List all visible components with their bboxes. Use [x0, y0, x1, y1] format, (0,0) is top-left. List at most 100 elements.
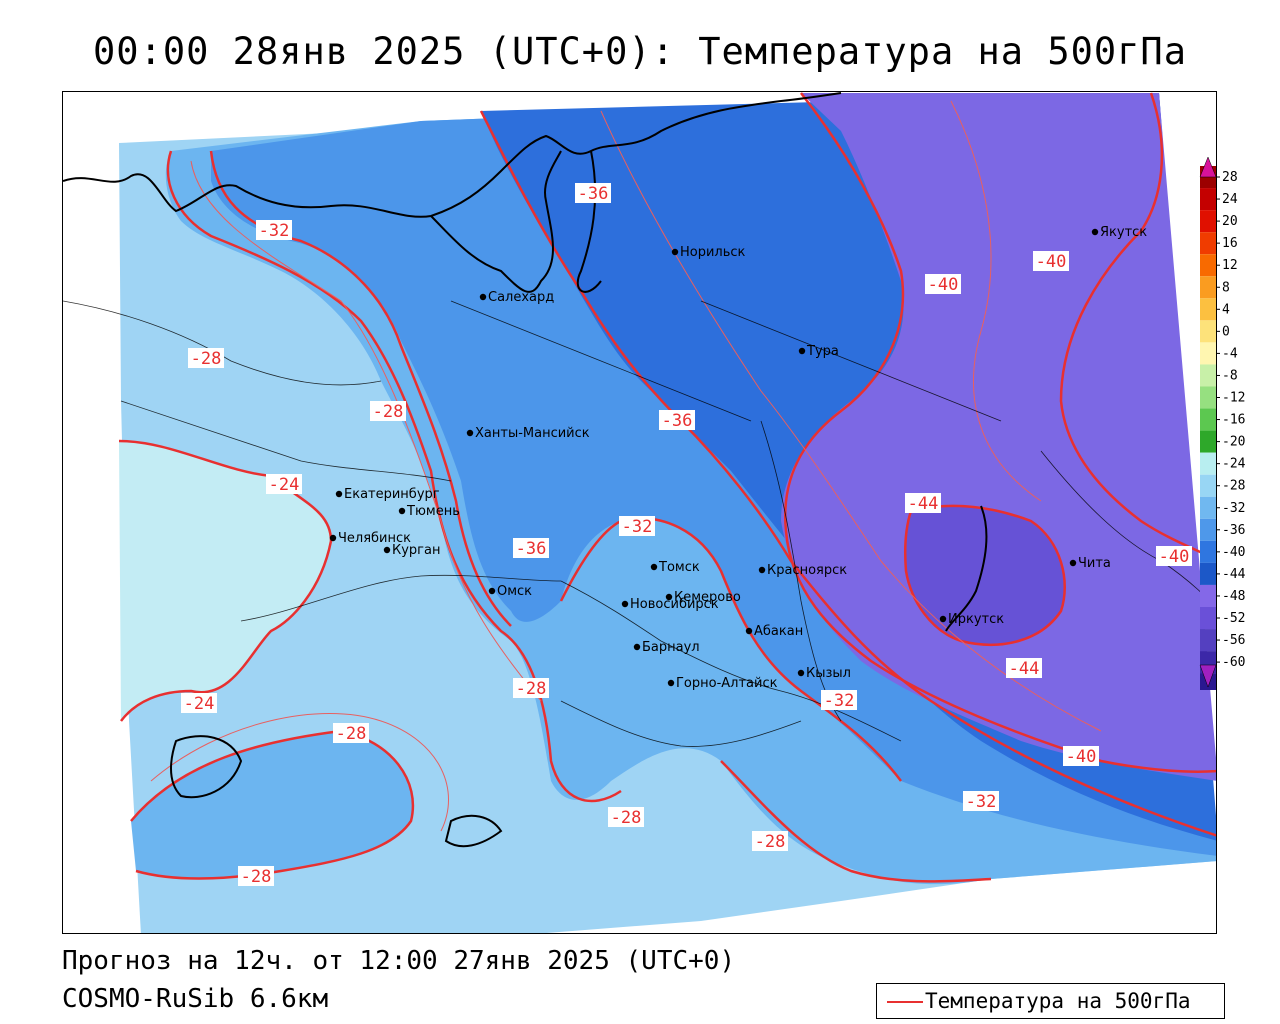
- isotherm-label: -28: [611, 808, 642, 828]
- colorbar-cell: [1200, 276, 1216, 299]
- city-label: Тюмень: [406, 504, 460, 519]
- city-marker: [479, 293, 487, 301]
- colorbar-tick-label: -36: [1222, 523, 1245, 538]
- colorbar-cell: [1200, 540, 1216, 563]
- colorbar-cells: [1200, 166, 1216, 690]
- isotherm-label: -24: [269, 475, 300, 495]
- city-label: Челябинск: [338, 531, 411, 546]
- isotherm-label-bg: [925, 274, 961, 294]
- city-label: Новосибирск: [630, 597, 719, 612]
- city-marker: [488, 587, 496, 595]
- city-label: Екатеринбург: [344, 487, 440, 502]
- isotherm-label: -44: [1009, 659, 1040, 679]
- isotherm-label-bg: [752, 831, 788, 851]
- isotherm-label-bg: [619, 516, 655, 536]
- colorbar-cell: [1200, 298, 1216, 321]
- zone-minus44: [905, 505, 1065, 645]
- isotherm-label: -36: [662, 411, 693, 431]
- colorbar-tick-label: 16: [1222, 236, 1238, 251]
- isotherm-label-bg: [181, 693, 217, 713]
- temperature-map: -32 -36 -28 -28 -24 -36 -36 -32 -40 -40 -44 -44 -40 -…: [63, 92, 1216, 933]
- model-info: COSMO-RuSib 6.6км: [62, 984, 329, 1014]
- cities: Норильск Салехард Тура Якутск Ханты-Мансийск…: [329, 225, 1147, 691]
- colorbar-tick-labels: 28 24 20 16 12 8 4 0 -4 -8 -12 -16 -20 -24 -28 -32 -36 -4…: [1216, 170, 1246, 670]
- colorbar-cell: [1200, 562, 1216, 585]
- colorbar-cell: [1200, 408, 1216, 431]
- admin-borders: [63, 300, 1216, 747]
- city-label: Якутск: [1100, 225, 1147, 240]
- isotherm-labels: -32 -36 -28 -28 -24 -36 -36 -32 -40 -40 -44 -44 -40 -…: [181, 183, 1192, 887]
- colorbar-tick-label: -40: [1222, 545, 1245, 560]
- isotherm-label-bg: [608, 807, 644, 827]
- isotherm-label-bg: [905, 493, 941, 513]
- city-label: Иркутск: [948, 612, 1004, 627]
- isotherm-label-bg: [1063, 746, 1099, 766]
- isotherm-label: -28: [241, 867, 272, 887]
- colorbar-cell: [1200, 607, 1216, 630]
- city-label: Чита: [1078, 556, 1111, 571]
- city-marker: [1091, 228, 1099, 236]
- city-label: Ханты-Мансийск: [475, 426, 590, 441]
- isotherm-label-bg: [575, 183, 611, 203]
- colorbar-tick-label: -4: [1222, 346, 1238, 361]
- colorbar-cell: [1200, 210, 1216, 233]
- colorbar-tick-label: -32: [1222, 501, 1245, 516]
- isotherm-label-bg: [238, 866, 274, 886]
- colorbar-cell: [1200, 364, 1216, 387]
- isotherm-label: -28: [755, 832, 786, 852]
- city-label: Курган: [392, 543, 440, 558]
- colorbar-tick-label: 20: [1222, 214, 1238, 229]
- isotherm-label-bg: [963, 791, 999, 811]
- isotherm-label: -36: [516, 539, 547, 559]
- colorbar-cell: [1200, 430, 1216, 453]
- isotherm-label: -32: [259, 221, 290, 241]
- colorbar-tick-label: -28: [1222, 479, 1245, 494]
- isotherm-label: -44: [908, 494, 939, 514]
- city-label: Горно-Алтайск: [676, 676, 778, 691]
- isotherm-label: -32: [824, 691, 855, 711]
- city-label: Норильск: [680, 245, 746, 260]
- city-marker: [797, 669, 805, 677]
- isotherm-label: -40: [928, 275, 959, 295]
- colorbar-cell: [1200, 518, 1216, 541]
- colorbar-tick-label: -8: [1222, 368, 1238, 383]
- city-label: Омск: [497, 584, 532, 599]
- isotherm-lines: [118, 92, 1216, 883]
- colorbar-cell: [1200, 320, 1216, 343]
- isotherm-label-bg: [659, 410, 695, 430]
- isotherm-label: -28: [191, 349, 222, 369]
- colorbar-tick-label: 8: [1222, 280, 1230, 295]
- city-label: Абакан: [754, 624, 803, 639]
- city-marker: [939, 615, 947, 623]
- isotherm-label-bg: [1156, 546, 1192, 566]
- colorbar-tick-label: 28: [1222, 170, 1238, 185]
- isotherm-label-bg: [513, 678, 549, 698]
- colorbar-tick-label: -52: [1222, 611, 1245, 626]
- colorbar-cell: [1200, 452, 1216, 475]
- legend-line-swatch: [887, 1001, 923, 1003]
- isotherm-label-bg: [513, 538, 549, 558]
- isotherm-label-bg: [1006, 658, 1042, 678]
- isotherm-label: -40: [1066, 747, 1097, 767]
- city-marker: [329, 534, 337, 542]
- isotherm-label: -28: [336, 724, 367, 744]
- colorbar-tick-label: -56: [1222, 633, 1245, 648]
- thin-isotherms: [150, 100, 1102, 832]
- isotherm-label: -36: [578, 184, 609, 204]
- city-label: Красноярск: [767, 563, 847, 578]
- isotherm-label: -32: [622, 517, 653, 537]
- city-marker: [383, 546, 391, 554]
- colorbar-cell: [1200, 584, 1216, 607]
- colorbar-tick-label: -20: [1222, 435, 1245, 450]
- colorbar-tick-label: -24: [1222, 457, 1246, 472]
- forecast-info: Прогноз на 12ч. от 12:00 27янв 2025 (UTC…: [62, 946, 736, 976]
- isotherm-label-bg: [821, 690, 857, 710]
- isotherm-label-bg: [188, 348, 224, 368]
- city-marker: [466, 429, 474, 437]
- city-marker: [745, 627, 753, 635]
- colorbar-tick-label: 12: [1222, 258, 1238, 273]
- colorbar-tick-label: -48: [1222, 589, 1245, 604]
- map-title: 00:00 28янв 2025 (UTC+0): Температура на…: [93, 30, 1187, 73]
- city-marker: [398, 507, 406, 515]
- legend-label: Температура на 500гПа: [925, 989, 1191, 1013]
